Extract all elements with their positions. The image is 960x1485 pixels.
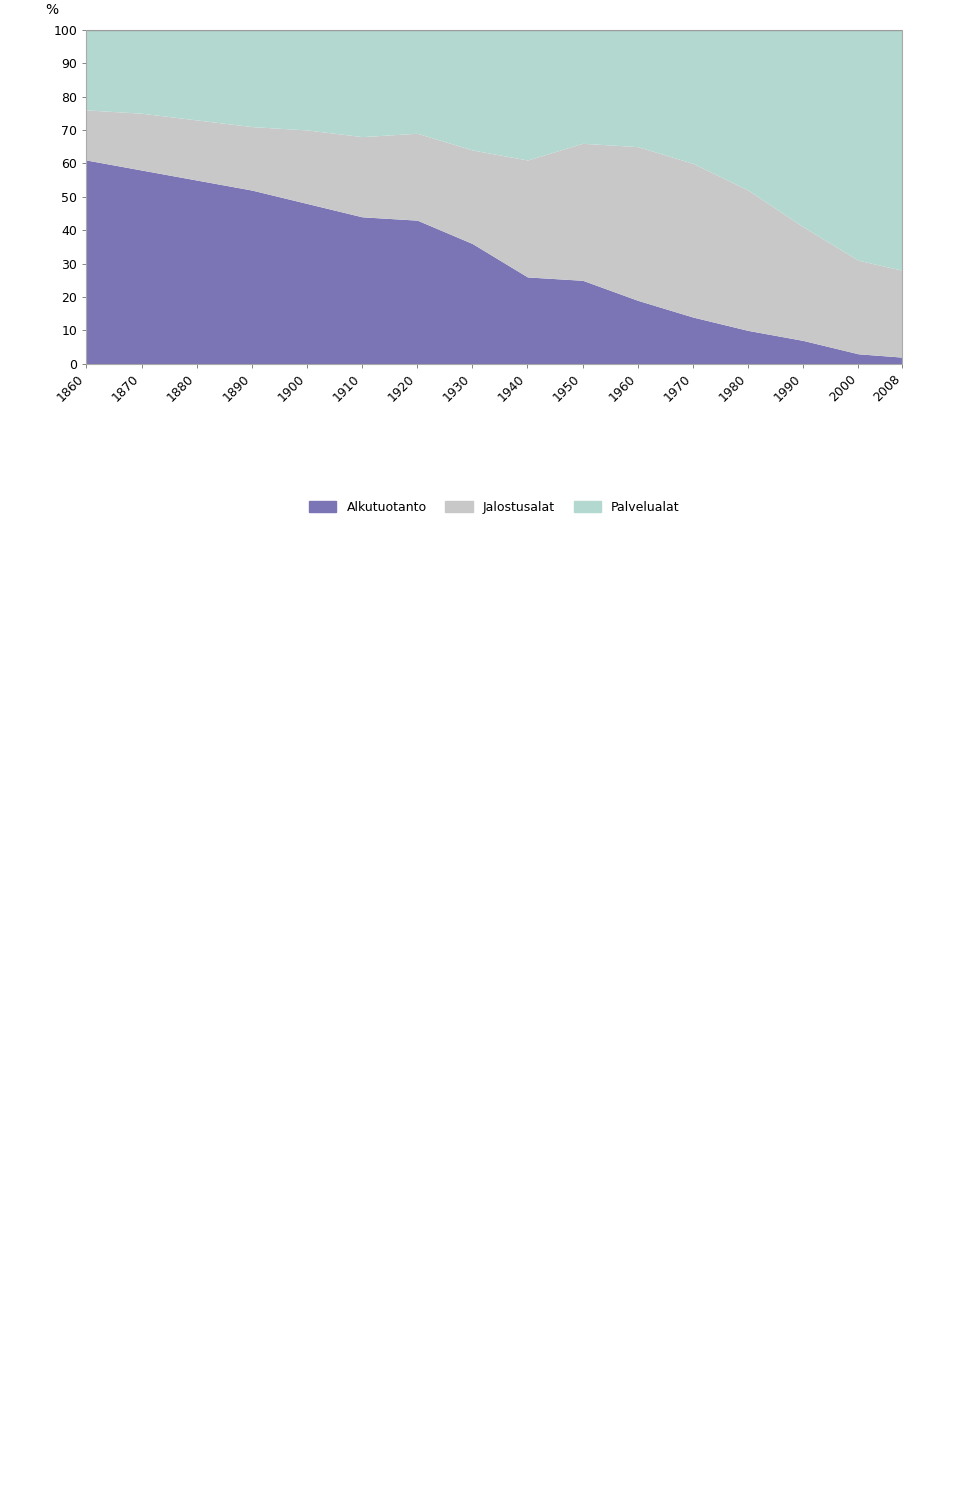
Bar [86,30,902,364]
Text: %: % [45,3,59,16]
Legend: Alkutuotanto, Jalostusalat, Palvelualat: Alkutuotanto, Jalostusalat, Palvelualat [305,497,684,518]
